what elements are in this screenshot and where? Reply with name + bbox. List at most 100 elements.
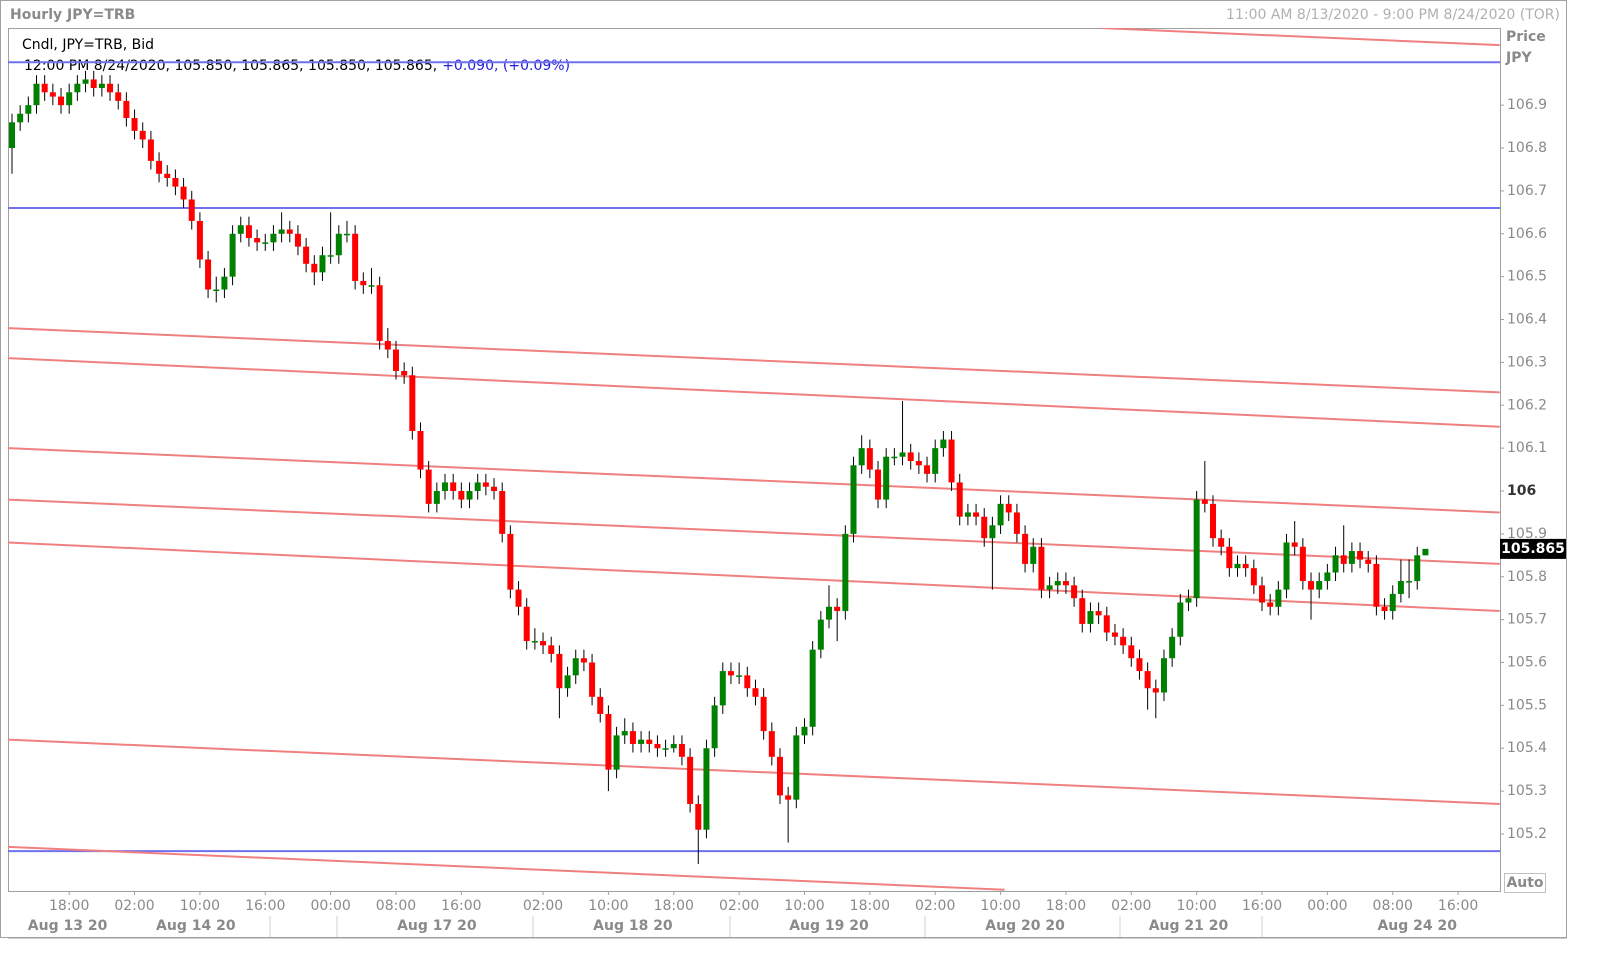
candle-body (368, 285, 375, 287)
candle-body (752, 688, 759, 697)
candle-body (433, 491, 440, 504)
auto-button[interactable] (1504, 873, 1546, 893)
date-label: Aug 17 20 (397, 918, 477, 934)
candle-body (1079, 598, 1086, 624)
trendline (8, 738, 1500, 805)
candle-body (695, 803, 702, 830)
candle-body (629, 731, 636, 744)
candle-body (719, 671, 726, 706)
y-tick-label: 105.2 (1507, 826, 1547, 842)
trendline (8, 845, 1005, 891)
x-tick-label: 02:00 (719, 898, 759, 914)
trendline (8, 498, 1500, 565)
plot (8, 28, 1500, 891)
x-tick-label: 00:00 (310, 898, 350, 914)
candle-body (1193, 499, 1200, 599)
candle-body (548, 645, 555, 654)
candle-body (1340, 555, 1347, 564)
candle-body (401, 370, 408, 376)
candle-body (25, 105, 32, 114)
y-tick-label: 105.3 (1507, 783, 1547, 799)
candle-body (768, 731, 775, 757)
auto-label[interactable]: Auto (1506, 875, 1543, 891)
last-price-label: 105.865 (1501, 541, 1565, 557)
candle-body (384, 340, 391, 350)
candle-body (474, 482, 481, 492)
x-tick-label: 10:00 (784, 898, 824, 914)
candle-body (964, 512, 971, 517)
candle-body (303, 246, 310, 264)
x-tick-label: 02:00 (915, 898, 955, 914)
candle-body (703, 748, 710, 830)
candle-body (360, 280, 367, 286)
candle-body (221, 276, 228, 290)
candle-body (638, 739, 645, 744)
candle-body (1316, 581, 1323, 590)
candle-body (515, 589, 522, 607)
candle-body (139, 130, 146, 140)
x-tick-label: 08:00 (376, 898, 416, 914)
candle-body (711, 705, 718, 749)
candle-body (1259, 585, 1266, 603)
candle-body (670, 743, 677, 749)
y-tick-label: 105.4 (1507, 740, 1547, 756)
candle-body (58, 96, 65, 106)
candle-body (286, 229, 293, 234)
last-price-box (1500, 538, 1566, 559)
candle-body (254, 238, 261, 243)
y-tick-label: 105.7 (1507, 612, 1547, 628)
candle-body (1152, 688, 1159, 693)
candle-body (858, 448, 865, 466)
candle-body (531, 641, 538, 643)
candle-body (49, 92, 56, 97)
candle-body (1169, 636, 1176, 659)
candle-body (915, 461, 922, 466)
change: +0.090, (+0.09%) (442, 58, 570, 74)
candle-body (785, 795, 792, 800)
trendline (8, 447, 1500, 514)
candle-body (491, 486, 498, 492)
candle-body (245, 225, 252, 239)
y-tick-label: 106.6 (1507, 226, 1547, 242)
y-tick-label: 106.1 (1507, 440, 1547, 456)
candle-body (90, 79, 97, 89)
candle-body (270, 233, 277, 243)
candle-body (392, 349, 399, 371)
candle-body (82, 79, 89, 84)
trendline (8, 357, 1500, 428)
quote-line: 12:00 PM 8/24/2020, 105.850, 105.865, 10… (24, 58, 570, 74)
candle-body (1144, 671, 1151, 689)
candle-body (850, 465, 857, 534)
candle-body (327, 255, 334, 257)
candle-body (425, 469, 432, 504)
candle-body (507, 533, 514, 590)
candle-body (343, 233, 350, 236)
date-label: Aug 18 20 (593, 918, 673, 934)
candle-body (613, 735, 620, 770)
candle-body (147, 139, 154, 161)
candle-body (1218, 538, 1225, 547)
candle-body (409, 375, 416, 431)
candle-body (33, 83, 40, 106)
candle-body (123, 100, 130, 119)
candle-body (1120, 636, 1127, 646)
y-tick-label: 105.9 (1507, 526, 1547, 542)
candle-body (989, 525, 996, 539)
candle-body (1389, 593, 1396, 612)
candle-body (572, 658, 579, 676)
x-tick-label: 02:00 (114, 898, 154, 914)
candle-body (1095, 611, 1102, 616)
candle-body (1013, 512, 1020, 534)
candle-body (1283, 542, 1290, 590)
candle-body (188, 199, 195, 221)
candle-body (523, 606, 530, 642)
candle-body (229, 233, 236, 277)
candle-body (450, 482, 457, 492)
candle-body (1373, 563, 1380, 607)
candle-body (156, 160, 163, 174)
candle-body (1414, 555, 1421, 582)
candle-body (940, 439, 947, 449)
candle-body (1087, 611, 1094, 624)
y-tick-label: 106.5 (1507, 269, 1547, 285)
